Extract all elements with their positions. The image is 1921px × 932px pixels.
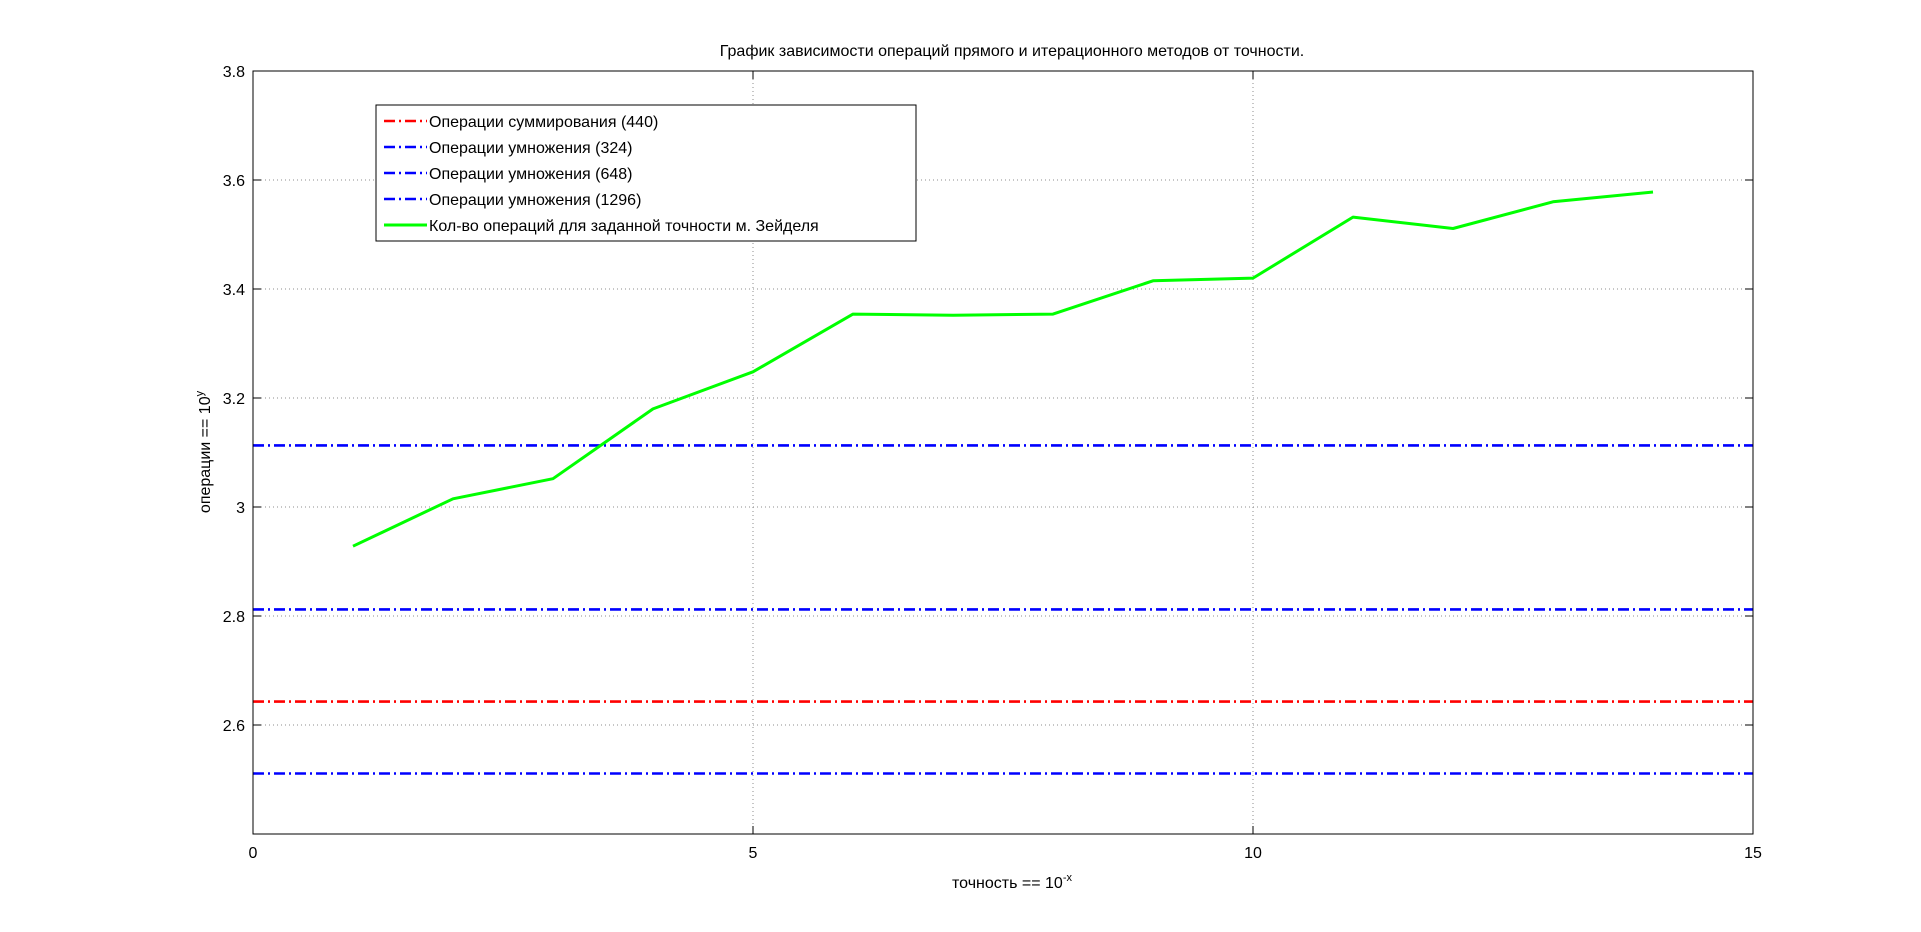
chart-title: График зависимости операций прямого и ит…	[720, 43, 1304, 60]
axis-ticks: 0 5 10 15 2.6 2.8 3 3.2 3.4 3.6 3.8	[223, 64, 1762, 862]
x-tick-label: 5	[749, 845, 758, 862]
legend-label: Операции умножения (1296)	[429, 192, 641, 209]
x-tick-label: 15	[1744, 845, 1762, 862]
legend: Операции суммирования (440) Операции умно…	[375, 104, 917, 242]
y-tick-label: 3.6	[223, 173, 245, 190]
x-axis-label: точность == 10-x	[952, 872, 1072, 892]
x-axis-label-exponent: -x	[1063, 872, 1073, 884]
legend-label: Операции умножения (324)	[429, 140, 633, 157]
x-tick-label: 0	[249, 845, 258, 862]
legend-label: Кол-во операций для заданной точности м.…	[429, 218, 819, 235]
y-axis-label: операции == 10y	[194, 390, 214, 513]
legend-label: Операции суммирования (440)	[429, 114, 658, 131]
y-tick-label: 3.2	[223, 391, 245, 408]
legend-label: Операции умножения (648)	[429, 166, 633, 183]
series-layer	[253, 190, 1753, 775]
y-axis-label-base: операции == 10	[197, 396, 214, 513]
x-axis-label-base: точность == 10	[952, 875, 1063, 892]
y-tick-label: 3.8	[223, 64, 245, 81]
y-tick-label: 3.4	[223, 282, 245, 299]
y-tick-label: 2.6	[223, 718, 245, 735]
y-axis-label-exponent: y	[194, 390, 206, 396]
series-line	[352, 190, 1654, 548]
legend-box	[375, 104, 917, 242]
x-tick-label: 10	[1244, 845, 1262, 862]
y-tick-label: 3	[236, 500, 245, 517]
plot-frame	[252, 70, 1754, 835]
y-tick-label: 2.8	[223, 609, 245, 626]
